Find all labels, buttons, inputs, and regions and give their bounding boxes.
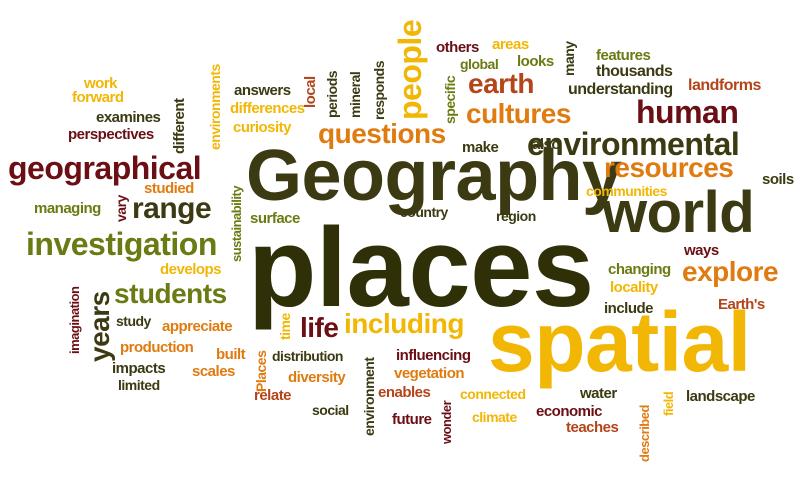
word-also: also [532,136,561,153]
word-field: field [661,391,676,416]
word-forward: forward [72,89,124,106]
word-including: including [344,308,464,339]
word-world: world [602,180,755,245]
word-environments: environments [207,64,223,150]
word-climate: climate [472,409,517,425]
word-thousands: thousands [596,63,673,80]
word-human: human [636,94,739,130]
word-communities: communities [586,183,667,199]
word-time: time [277,313,293,340]
word-ways: ways [684,242,719,259]
word-differences: differences [230,100,305,117]
word-work: work [84,75,118,92]
word-limited: limited [118,377,160,393]
word-specific: specific [442,75,458,124]
word-region: region [496,208,536,224]
word-diversity: diversity [288,369,346,386]
word-studied: studied [144,180,194,197]
word-different: different [171,98,188,155]
word-environmental: environmental [527,126,740,162]
word-understanding: understanding [568,81,673,98]
word-people: people [392,19,428,120]
word-connected: connected [460,386,526,402]
word-responds: responds [371,60,387,120]
word-explore: explore [682,256,779,287]
word-earths: Earth's [718,296,765,313]
word-country: country [400,204,448,220]
word-life: life [300,312,339,343]
word-local: local [302,76,319,108]
word-future: future [392,411,432,428]
word-features: features [596,47,651,64]
word-soils: soils [762,171,794,188]
word-described: described [637,405,652,462]
word-students: students [114,278,227,309]
word-sustainability: sustainability [229,185,244,262]
word-landscape: landscape [686,388,755,405]
word-scales: scales [192,363,235,380]
word-curiosity: curiosity [233,119,292,136]
word-social: social [312,402,349,418]
word-places-small: Places [253,350,269,392]
word-questions: questions [318,118,446,149]
word-geography: Geography [246,136,622,216]
word-production: production [120,339,194,356]
word-landforms: landforms [688,77,761,94]
word-wonder: wonder [439,400,454,444]
word-mineral: mineral [347,71,363,118]
word-global: global [460,56,499,72]
word-include: include [604,300,654,317]
word-influencing: influencing [396,347,471,364]
word-managing: managing [34,200,101,217]
word-develops: develops [160,261,222,278]
word-years: years [84,291,115,362]
word-resources: resources [604,152,734,183]
word-relate: relate [254,387,292,404]
word-answers: answers [234,82,291,99]
word-vegetation: vegetation [394,365,465,382]
word-appreciate: appreciate [162,318,233,335]
word-study: study [116,313,151,329]
word-imagination: imagination [67,286,82,354]
word-teaches: teaches [566,419,619,436]
word-range: range [132,192,212,225]
word-spatial: spatial [488,295,751,389]
word-investigation: investigation [26,226,217,262]
word-enables: enables [378,384,431,401]
word-periods: periods [324,70,340,118]
word-earth: earth [468,68,534,99]
word-perspectives: perspectives [68,126,154,143]
word-vary: vary [113,195,129,222]
word-built: built [216,346,246,363]
word-impacts: impacts [112,360,166,377]
word-looks: looks [517,53,554,70]
word-many: many [561,41,577,76]
word-economic: economic [536,403,603,420]
word-distribution: distribution [272,348,344,364]
word-places: places [248,205,594,330]
word-geographical: geographical [8,150,202,186]
word-areas: areas [492,36,529,53]
word-changing: changing [608,261,671,278]
word-cultures: cultures [466,98,571,129]
word-locality: locality [610,279,658,296]
word-environment: environment [361,357,377,436]
word-examines: examines [96,109,161,126]
word-others: others [436,39,479,56]
word-surface: surface [250,210,300,227]
word-water: water [580,385,617,402]
word-make: make [462,139,499,156]
